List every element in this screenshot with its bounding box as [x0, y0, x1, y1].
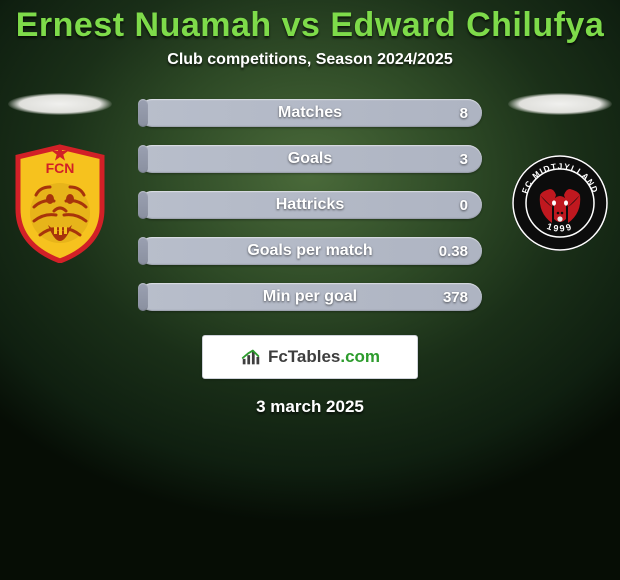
- right-player-column: FC MIDTJYLLAND 1999: [500, 93, 620, 263]
- stat-bar-fill: [138, 99, 148, 127]
- stat-value: 0.38: [439, 243, 468, 260]
- stat-bar: Goals per match0.38: [138, 237, 482, 265]
- team-badge-left: FCN: [10, 143, 110, 263]
- stat-label: Goals per match: [138, 242, 482, 260]
- stat-bar-fill: [138, 237, 148, 265]
- left-player-column: FCN: [0, 93, 120, 263]
- brand-name-suffix: .com: [340, 347, 380, 366]
- player-placeholder-left: [8, 93, 112, 115]
- stat-bar-fill: [138, 283, 148, 311]
- stat-label: Matches: [138, 104, 482, 122]
- chart-icon: [240, 346, 262, 368]
- comparison-area: FCN: [0, 99, 620, 311]
- stat-label: Min per goal: [138, 288, 482, 306]
- stat-bar: Min per goal378: [138, 283, 482, 311]
- brand-name: FcTables.com: [268, 347, 380, 367]
- stat-bar-fill: [138, 191, 148, 219]
- brand-badge[interactable]: FcTables.com: [202, 335, 418, 379]
- date-label: 3 march 2025: [0, 397, 620, 417]
- content: Ernest Nuamah vs Edward Chilufya Club co…: [0, 0, 620, 580]
- fcn-crest-icon: FCN: [10, 143, 110, 263]
- stat-bar: Hattricks0: [138, 191, 482, 219]
- stat-value: 8: [460, 105, 468, 122]
- stat-bar-fill: [138, 145, 148, 173]
- stat-value: 3: [460, 151, 468, 168]
- stat-label: Goals: [138, 150, 482, 168]
- stat-bars: Matches8Goals3Hattricks0Goals per match0…: [138, 99, 482, 311]
- stat-bar: Goals3: [138, 145, 482, 173]
- subtitle: Club competitions, Season 2024/2025: [0, 51, 620, 69]
- player-placeholder-right: [508, 93, 612, 115]
- team-badge-right: FC MIDTJYLLAND 1999: [510, 143, 610, 263]
- svg-text:FCN: FCN: [46, 160, 75, 176]
- stat-value: 0: [460, 197, 468, 214]
- stat-bar: Matches8: [138, 99, 482, 127]
- brand-name-main: FcTables: [268, 347, 340, 366]
- page-title: Ernest Nuamah vs Edward Chilufya: [0, 6, 620, 45]
- stat-label: Hattricks: [138, 196, 482, 214]
- fcm-crest-icon: FC MIDTJYLLAND 1999: [510, 153, 610, 253]
- stat-value: 378: [443, 289, 468, 306]
